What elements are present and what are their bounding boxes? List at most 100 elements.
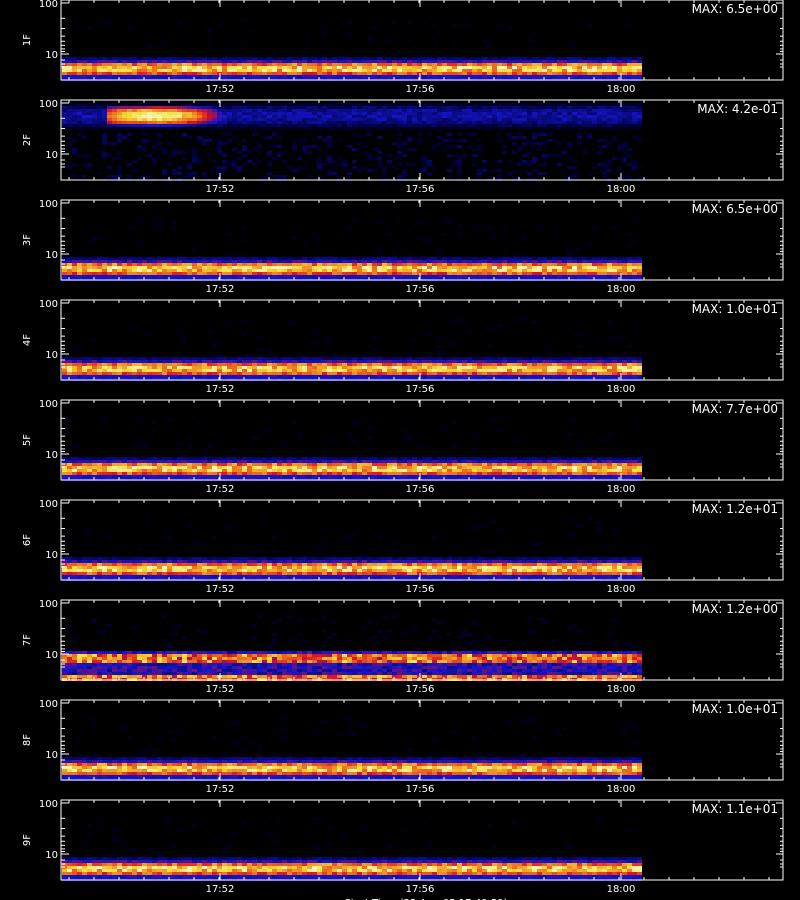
heatmap-cell (172, 103, 177, 106)
heatmap-cell (227, 375, 232, 378)
heatmap-cell (237, 151, 242, 154)
heatmap-cell (132, 115, 137, 118)
heatmap-cell (457, 260, 462, 263)
heatmap-cell (617, 112, 622, 115)
heatmap-cell (232, 266, 237, 269)
heatmap-cell (532, 124, 537, 127)
heatmap-cell (382, 112, 387, 115)
heatmap-cell (277, 106, 282, 109)
heatmap-cell (172, 375, 177, 378)
heatmap-cell (447, 69, 452, 72)
heatmap-cell (462, 103, 467, 106)
heatmap-cell (242, 239, 247, 242)
heatmap-cell (142, 60, 147, 63)
heatmap-cell (632, 272, 637, 275)
heatmap-cell (147, 69, 152, 72)
heatmap-cell (432, 263, 437, 266)
heatmap-cell (597, 127, 602, 130)
heatmap-cell (397, 269, 402, 272)
heatmap-cell (222, 375, 227, 378)
heatmap-cell (147, 333, 152, 336)
heatmap-cell (147, 372, 152, 375)
heatmap-cell (622, 109, 627, 112)
heatmap-cell (67, 363, 72, 366)
heatmap-cell (107, 127, 112, 130)
heatmap-cell (637, 357, 642, 360)
heatmap-cell (557, 112, 562, 115)
heatmap-cell (512, 169, 517, 172)
heatmap-cell (462, 257, 467, 260)
heatmap-cell (317, 369, 322, 372)
heatmap-cell (567, 66, 572, 69)
heatmap-cell (422, 272, 427, 275)
heatmap-cell (637, 60, 642, 63)
heatmap-cell (242, 154, 247, 157)
heatmap-cell (212, 260, 217, 263)
heatmap-cell (387, 372, 392, 375)
heatmap-cell (277, 366, 282, 369)
heatmap-cell (607, 260, 612, 263)
heatmap-cell (492, 109, 497, 112)
heatmap-cell (142, 72, 147, 75)
heatmap-cell (577, 363, 582, 366)
heatmap-cell (552, 112, 557, 115)
heatmap-cell (212, 69, 217, 72)
heatmap-cell (167, 260, 172, 263)
heatmap-cell (492, 69, 497, 72)
heatmap-cell (352, 148, 357, 151)
heatmap-cell (227, 103, 232, 106)
heatmap-cell (352, 375, 357, 378)
heatmap-cell (112, 357, 117, 360)
heatmap-cell (317, 66, 322, 69)
heatmap-cell (532, 272, 537, 275)
heatmap-cell (617, 275, 622, 278)
heatmap-cell (437, 275, 442, 278)
heatmap-cell (417, 124, 422, 127)
heatmap-cell (547, 269, 552, 272)
heatmap-cell (432, 124, 437, 127)
heatmap-cell (472, 260, 477, 263)
heatmap-cell (427, 333, 432, 336)
heatmap-cell (492, 112, 497, 115)
heatmap-cell (277, 121, 282, 124)
heatmap-cell (587, 63, 592, 66)
heatmap-cell (597, 121, 602, 124)
heatmap-cell (72, 269, 77, 272)
heatmap-cell (517, 366, 522, 369)
heatmap-cell (507, 66, 512, 69)
heatmap-cell (627, 60, 632, 63)
heatmap-cell (402, 275, 407, 278)
heatmap-cell (582, 263, 587, 266)
heatmap-cell (97, 263, 102, 266)
heatmap-cell (67, 142, 72, 145)
heatmap-cell (367, 133, 372, 136)
heatmap-cell (252, 372, 257, 375)
heatmap-cell (477, 148, 482, 151)
heatmap-cell (62, 257, 67, 260)
heatmap-cell (92, 106, 97, 109)
heatmap-cell (512, 275, 517, 278)
heatmap-cell (97, 260, 102, 263)
heatmap-cell (72, 260, 77, 263)
heatmap-cell (62, 60, 67, 63)
heatmap-cell (547, 60, 552, 63)
heatmap-cell (197, 357, 202, 360)
heatmap-cell (292, 66, 297, 69)
heatmap-cell (367, 345, 372, 348)
heatmap-cell (472, 266, 477, 269)
heatmap-cell (287, 106, 292, 109)
heatmap-cell (577, 112, 582, 115)
heatmap-cell (117, 375, 122, 378)
heatmap-cell (77, 460, 82, 463)
heatmap-cell (177, 369, 182, 372)
heatmap-cell (477, 66, 482, 69)
heatmap-cell (457, 63, 462, 66)
heatmap-cell (507, 133, 512, 136)
heatmap-cell (267, 272, 272, 275)
heatmap-5F (62, 418, 642, 481)
heatmap-cell (417, 363, 422, 366)
heatmap-cell (267, 115, 272, 118)
heatmap-cell (297, 357, 302, 360)
heatmap-cell (537, 72, 542, 75)
heatmap-cell (112, 375, 117, 378)
